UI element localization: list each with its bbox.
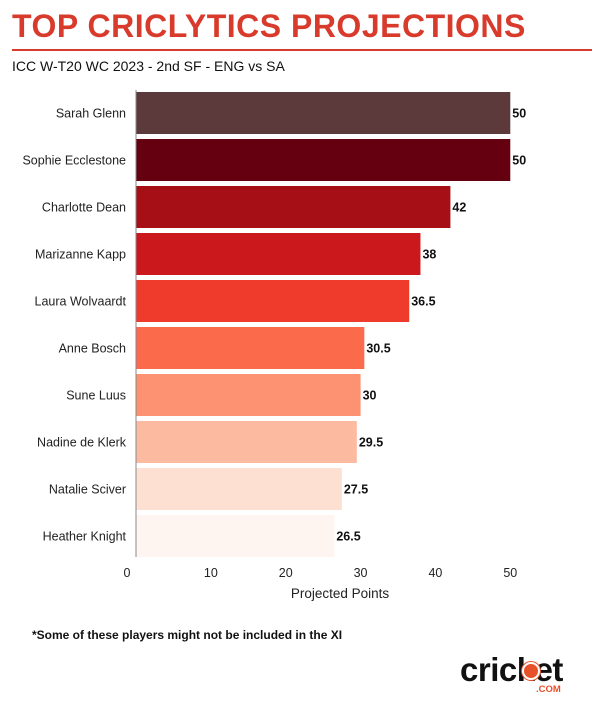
bar-laura-wolvaardt [136, 280, 410, 322]
footnote: *Some of these players might not be incl… [32, 628, 343, 642]
bar-natalie-sciver [136, 468, 342, 510]
x-axis-title: Projected Points [291, 586, 390, 601]
value-label: 27.5 [344, 483, 368, 497]
value-label: 26.5 [336, 530, 360, 544]
cricket-ball-icon [522, 662, 540, 680]
value-label: 50 [512, 107, 526, 121]
category-label: Charlotte Dean [42, 201, 126, 215]
logo-wordmark: cricket [460, 651, 563, 688]
value-label: 29.5 [359, 436, 383, 450]
value-label: 50 [512, 154, 526, 168]
category-label: Nadine de Klerk [37, 436, 127, 450]
value-label: 30.5 [366, 342, 390, 356]
x-tick-label: 40 [428, 566, 442, 580]
bar-charlotte-dean [136, 186, 451, 228]
cricket-com-logo: cricket .COM [460, 652, 580, 698]
bar-marizanne-kapp [136, 233, 421, 275]
value-label: 42 [452, 201, 466, 215]
x-tick-label: 20 [279, 566, 293, 580]
category-label: Anne Bosch [59, 342, 126, 356]
value-label: 38 [422, 248, 436, 262]
bar-sophie-ecclestone [136, 139, 511, 181]
category-label: Laura Wolvaardt [35, 295, 127, 309]
x-tick-label: 0 [124, 566, 131, 580]
x-tick-label: 10 [204, 566, 218, 580]
bar-chart: Sarah Glenn 50 Sophie Ecclestone 50 Charlott… [22, 90, 526, 601]
category-label: Sophie Ecclestone [22, 154, 126, 168]
title-divider [12, 49, 592, 51]
chart-subtitle: ICC W-T20 WC 2023 - 2nd SF - ENG vs SA [12, 58, 285, 74]
category-label: Heather Knight [43, 530, 127, 544]
value-label: 36.5 [411, 295, 435, 309]
category-label: Sarah Glenn [56, 107, 126, 121]
bar-heather-knight [136, 515, 335, 557]
bar-nadine-de-klerk [136, 421, 357, 463]
category-label: Natalie Sciver [49, 483, 126, 497]
category-label: Sune Luus [66, 389, 126, 403]
x-tick-label: 50 [503, 566, 517, 580]
bar-sune-luus [136, 374, 361, 416]
bar-sarah-glenn [136, 92, 511, 134]
chart-title: TOP CRICLYTICS PROJECTIONS [12, 8, 526, 44]
logo-suffix: .COM [536, 684, 561, 695]
bar-anne-bosch [136, 327, 365, 369]
category-label: Marizanne Kapp [35, 248, 126, 262]
value-label: 30 [363, 389, 377, 403]
x-tick-label: 30 [354, 566, 368, 580]
